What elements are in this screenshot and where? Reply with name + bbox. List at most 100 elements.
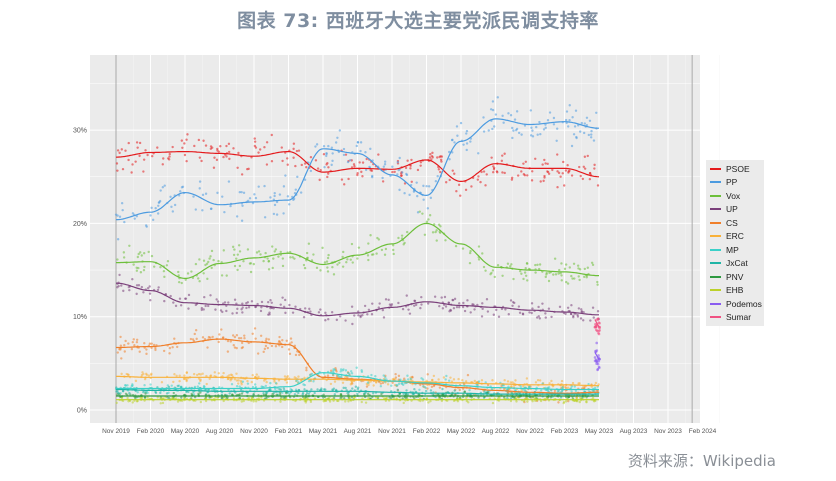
poll-point: [507, 112, 510, 115]
poll-point: [429, 389, 433, 392]
poll-point: [193, 332, 196, 336]
poll-point: [283, 375, 287, 378]
poll-point: [526, 174, 529, 177]
poll-point: [410, 158, 413, 162]
poll-point: [315, 143, 319, 146]
poll-point: [314, 159, 318, 162]
poll-point: [518, 269, 522, 273]
poll-point: [391, 244, 395, 247]
poll-point: [399, 174, 403, 178]
poll-point: [273, 250, 276, 253]
poll-point: [275, 393, 278, 396]
poll-point: [419, 164, 422, 167]
poll-point: [520, 133, 523, 136]
x-tick-label: Nov 2023: [654, 428, 682, 435]
poll-point: [356, 141, 360, 144]
poll-point: [528, 311, 531, 314]
poll-point: [566, 164, 569, 167]
poll-point: [200, 306, 204, 310]
trend-line-vox: [116, 222, 599, 279]
poll-point: [168, 152, 171, 156]
poll-point: [142, 291, 145, 294]
poll-point: [167, 385, 171, 389]
poll-point: [473, 379, 477, 383]
poll-point: [275, 200, 279, 204]
poll-point: [592, 139, 596, 142]
poll-point: [303, 388, 306, 391]
poll-point: [481, 252, 484, 255]
poll-point: [582, 165, 585, 168]
poll-point: [366, 392, 370, 396]
poll-point: [365, 157, 368, 161]
poll-point: [466, 373, 470, 377]
poll-point: [558, 268, 561, 272]
poll-point: [168, 352, 171, 355]
poll-point: [491, 379, 494, 382]
poll-point: [583, 167, 587, 170]
poll-point: [391, 381, 394, 384]
poll-point: [512, 384, 516, 387]
poll-point: [154, 348, 157, 352]
poll-point: [568, 104, 571, 107]
poll-point: [240, 341, 244, 345]
poll-point: [350, 372, 354, 375]
poll-point: [267, 313, 270, 316]
poll-point: [226, 339, 230, 343]
poll-point: [359, 314, 362, 318]
poll-point: [597, 321, 601, 324]
poll-point: [222, 155, 225, 159]
poll-point: [217, 259, 220, 263]
poll-point: [580, 121, 583, 125]
poll-point: [342, 250, 345, 254]
poll-point: [193, 385, 197, 389]
poll-point: [285, 391, 288, 395]
poll-point: [300, 163, 303, 167]
poll-point: [272, 257, 275, 260]
poll-point: [430, 385, 434, 388]
poll-point: [500, 307, 504, 311]
poll-point: [253, 327, 257, 330]
poll-point: [564, 400, 568, 403]
poll-point: [573, 385, 576, 388]
poll-point: [135, 141, 139, 144]
poll-point: [326, 270, 330, 273]
poll-point: [441, 393, 444, 396]
poll-point: [568, 118, 571, 122]
poll-point: [510, 176, 514, 179]
poll-point: [303, 162, 307, 165]
poll-point: [555, 139, 558, 142]
poll-point: [546, 162, 549, 166]
poll-point: [560, 279, 563, 282]
poll-point: [326, 175, 329, 179]
legend-item-mp: MP: [706, 243, 764, 257]
poll-point: [536, 133, 539, 136]
poll-point: [397, 374, 401, 378]
poll-point: [247, 306, 251, 309]
poll-point: [193, 144, 196, 148]
poll-point: [215, 298, 218, 301]
x-tick-label: Feb 2020: [137, 428, 165, 435]
poll-point: [313, 391, 316, 395]
poll-point: [209, 294, 212, 297]
poll-point: [501, 274, 504, 277]
poll-point: [459, 121, 463, 125]
poll-point: [573, 125, 577, 128]
source-note: 资料来源：Wikipedia: [627, 452, 776, 470]
poll-point: [572, 262, 576, 265]
poll-point: [356, 173, 359, 177]
poll-point: [140, 285, 144, 289]
poll-point: [496, 263, 500, 267]
poll-point: [418, 388, 421, 391]
poll-point: [575, 396, 578, 400]
poll-point: [511, 381, 514, 384]
poll-point: [198, 180, 202, 183]
poll-point: [539, 399, 543, 403]
poll-point: [327, 318, 330, 321]
poll-point: [530, 126, 533, 129]
poll-point: [179, 190, 182, 193]
poll-point: [448, 178, 451, 182]
poll-point: [451, 138, 454, 142]
poll-point: [511, 304, 514, 307]
poll-point: [469, 249, 472, 253]
poll-point: [195, 373, 199, 377]
